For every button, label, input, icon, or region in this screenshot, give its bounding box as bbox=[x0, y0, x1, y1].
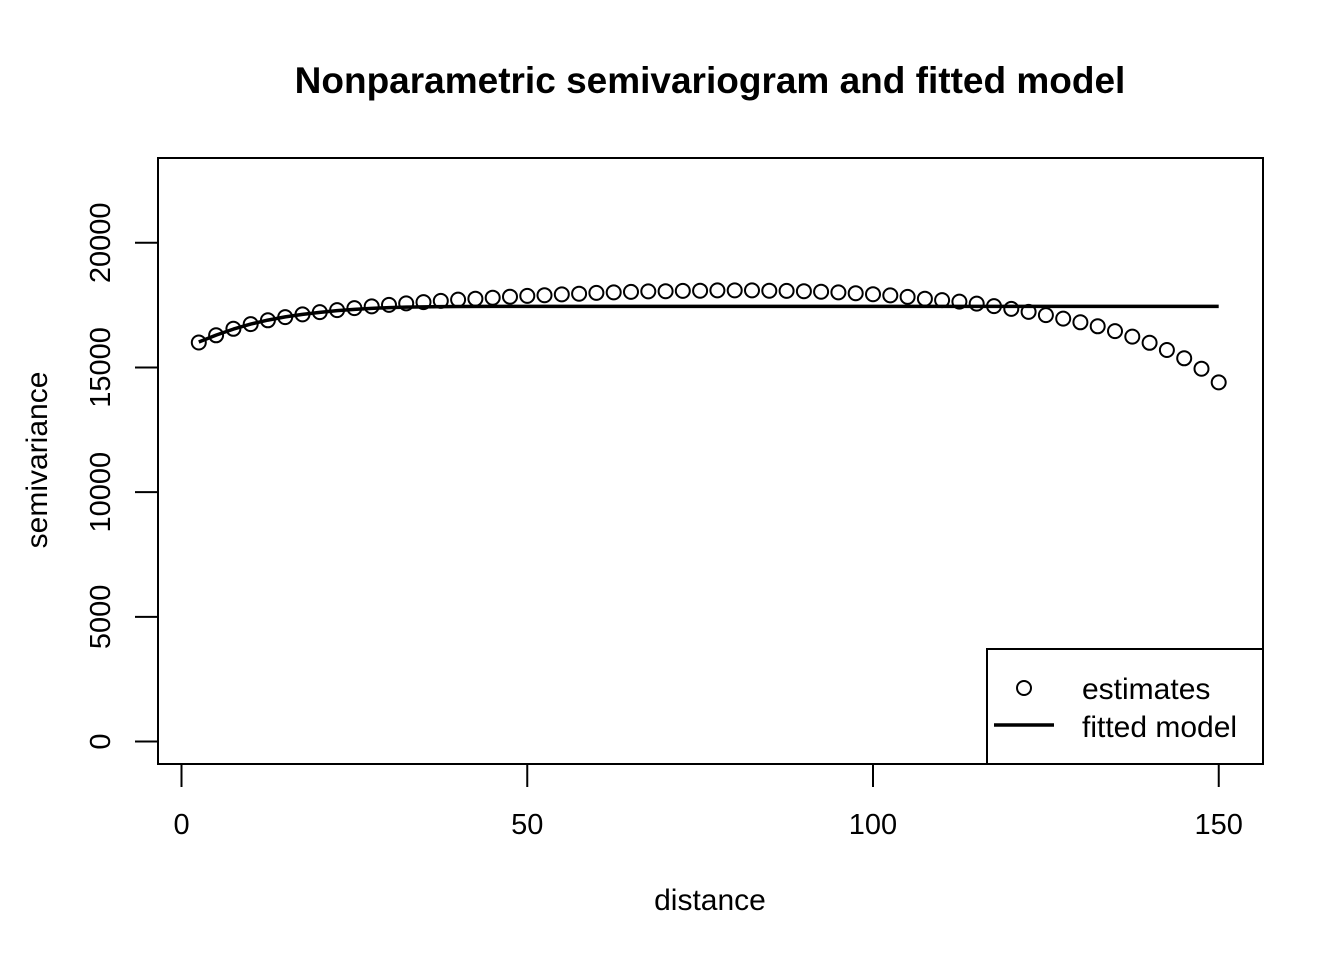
estimate-point bbox=[1107, 323, 1123, 340]
estimate-point bbox=[744, 282, 760, 299]
estimate-point bbox=[692, 282, 709, 299]
estimate-point bbox=[1141, 334, 1158, 351]
estimate-point bbox=[865, 286, 881, 303]
estimate-point bbox=[882, 287, 899, 304]
estimate-point bbox=[502, 288, 518, 305]
x-tick-label: 0 bbox=[173, 809, 189, 841]
estimate-point bbox=[899, 288, 916, 305]
legend: estimates fitted model bbox=[986, 648, 1264, 765]
estimate-point bbox=[294, 306, 311, 323]
estimate-point bbox=[1089, 318, 1106, 335]
fitted-model-series bbox=[198, 304, 1219, 344]
estimate-point bbox=[761, 282, 778, 299]
estimate-point bbox=[1158, 342, 1175, 358]
estimate-point bbox=[588, 284, 605, 301]
estimate-point bbox=[346, 300, 363, 317]
estimate-point bbox=[450, 291, 467, 308]
estimate-point bbox=[986, 298, 1002, 315]
estimate-point bbox=[934, 292, 951, 309]
x-tick-label: 150 bbox=[1195, 809, 1243, 841]
fitted-model-line bbox=[198, 304, 1219, 344]
estimate-point bbox=[381, 296, 397, 313]
estimate-point bbox=[951, 293, 968, 310]
y-tick-label: 10000 bbox=[85, 452, 117, 533]
legend-point-symbol bbox=[1016, 680, 1032, 696]
estimate-point bbox=[311, 304, 328, 321]
estimate-point bbox=[277, 309, 294, 326]
y-tick-label: 15000 bbox=[85, 327, 117, 408]
estimate-point bbox=[398, 295, 415, 312]
estimate-point bbox=[847, 285, 864, 302]
estimate-point bbox=[1055, 310, 1072, 327]
estimates-series bbox=[190, 282, 1227, 391]
estimate-point bbox=[519, 287, 536, 304]
y-tick-label: 0 bbox=[85, 733, 117, 749]
estimate-point bbox=[571, 285, 588, 302]
estimate-point bbox=[363, 298, 380, 315]
estimate-point bbox=[1037, 307, 1054, 324]
estimate-point bbox=[795, 283, 812, 300]
x-axis-label: distance bbox=[654, 884, 766, 917]
estimate-point bbox=[553, 286, 570, 303]
estimate-point bbox=[1210, 374, 1227, 391]
estimate-point bbox=[640, 283, 657, 300]
y-axis-label: semivariance bbox=[21, 372, 54, 549]
estimate-point bbox=[605, 284, 622, 301]
estimate-point bbox=[674, 282, 691, 299]
estimate-point bbox=[1072, 314, 1089, 331]
estimate-point bbox=[208, 327, 225, 344]
estimate-point bbox=[225, 320, 242, 337]
estimate-point bbox=[259, 312, 276, 329]
estimate-point bbox=[242, 316, 259, 333]
estimate-point bbox=[329, 302, 346, 319]
estimate-point bbox=[657, 283, 674, 300]
estimate-point bbox=[830, 284, 847, 301]
estimate-point bbox=[484, 289, 501, 306]
estimate-point bbox=[813, 283, 830, 300]
estimate-point bbox=[415, 294, 432, 311]
chart-title: Nonparametric semivariogram and fitted m… bbox=[295, 60, 1126, 101]
estimate-point bbox=[1176, 350, 1193, 367]
estimate-point bbox=[968, 295, 985, 312]
legend-label-fitted-model: fitted model bbox=[1082, 711, 1237, 744]
y-axis: 0 5000 10000 15000 20000 bbox=[85, 202, 159, 750]
estimate-point bbox=[1193, 360, 1210, 377]
estimate-point bbox=[467, 290, 484, 307]
estimate-point bbox=[916, 290, 933, 307]
legend-label-estimates: estimates bbox=[1082, 673, 1210, 706]
estimate-point bbox=[709, 282, 726, 299]
estimate-point bbox=[1003, 300, 1020, 317]
y-tick-label: 5000 bbox=[85, 585, 117, 650]
x-tick-label: 50 bbox=[511, 809, 543, 841]
estimate-point bbox=[623, 283, 639, 300]
estimate-point bbox=[778, 282, 795, 299]
y-tick-label: 20000 bbox=[85, 202, 117, 283]
estimate-point bbox=[1124, 328, 1141, 345]
estimate-point bbox=[536, 287, 553, 304]
x-tick-label: 100 bbox=[849, 809, 897, 841]
estimate-point bbox=[190, 334, 207, 351]
estimate-point bbox=[432, 292, 449, 309]
estimate-point bbox=[1020, 303, 1037, 320]
legend-box bbox=[986, 648, 1264, 765]
estimate-point bbox=[726, 282, 743, 299]
